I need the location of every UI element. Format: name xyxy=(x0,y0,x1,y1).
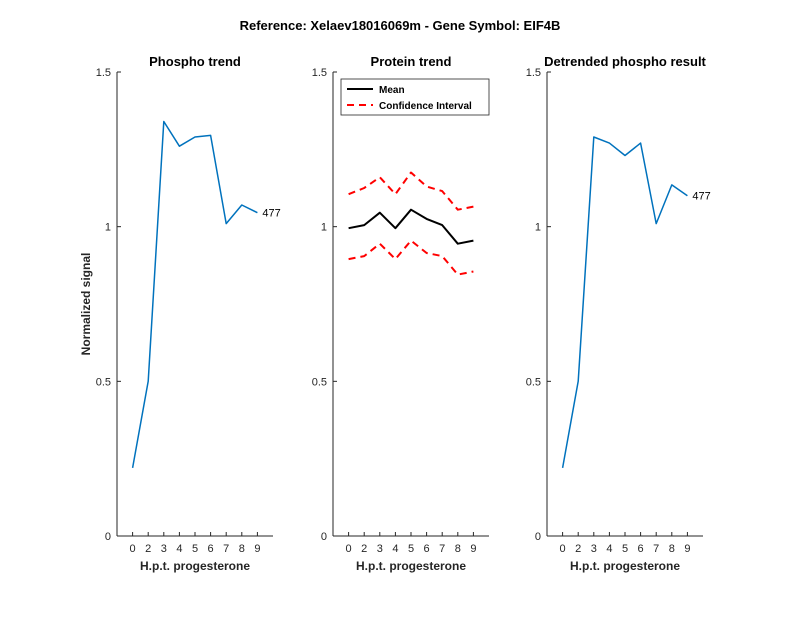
x-tick-label: 0 xyxy=(346,543,352,555)
x-tick-label: 6 xyxy=(208,543,214,555)
y-tick-label: 1 xyxy=(105,222,111,234)
y-axis-label: Normalized signal xyxy=(79,253,93,356)
series-end-label: 477 xyxy=(692,191,710,203)
x-tick-label: 6 xyxy=(638,543,644,555)
x-tick-label: 3 xyxy=(591,543,597,555)
legend-box xyxy=(340,78,490,116)
y-tick-label: 0 xyxy=(321,531,327,543)
x-tick-label: 5 xyxy=(192,543,198,555)
y-tick-label: 1 xyxy=(321,222,327,234)
y-tick-label: 1.5 xyxy=(96,67,111,79)
x-tick-label: 8 xyxy=(669,543,675,555)
figure-suptitle: Reference: Xelaev18016069m - Gene Symbol… xyxy=(240,18,561,33)
y-tick-label: 0 xyxy=(105,531,111,543)
series-end-label: 477 xyxy=(262,208,280,220)
y-tick-label: 1 xyxy=(535,222,541,234)
x-tick-label: 2 xyxy=(145,543,151,555)
x-tick-label: 9 xyxy=(684,543,690,555)
x-tick-label: 7 xyxy=(653,543,659,555)
x-tick-label: 4 xyxy=(176,543,182,555)
y-tick-label: 0.5 xyxy=(526,376,541,388)
ci-lower-line xyxy=(348,239,474,276)
x-tick-label: 8 xyxy=(239,543,245,555)
y-tick-label: 1.5 xyxy=(312,67,327,79)
ci-upper-line xyxy=(348,171,474,211)
x-tick-label: 3 xyxy=(377,543,383,555)
legend-ci-label: Confidence Interval xyxy=(379,101,472,112)
x-tick-label: 3 xyxy=(161,543,167,555)
x-tick-label: 2 xyxy=(361,543,367,555)
x-tick-label: 6 xyxy=(424,543,430,555)
panel-title: Detrended phospho result xyxy=(544,54,706,69)
x-tick-label: 9 xyxy=(470,543,476,555)
x-tick-label: 0 xyxy=(130,543,136,555)
x-tick-label: 9 xyxy=(254,543,260,555)
mean-series-line xyxy=(348,208,474,245)
x-axis-label: H.p.t. progesterone xyxy=(570,559,680,573)
panel-title: Phospho trend xyxy=(149,54,241,69)
x-axis-label: H.p.t. progesterone xyxy=(356,559,466,573)
x-tick-label: 5 xyxy=(622,543,628,555)
y-tick-label: 0.5 xyxy=(312,376,327,388)
y-tick-label: 0.5 xyxy=(96,376,111,388)
x-tick-label: 5 xyxy=(408,543,414,555)
y-tick-label: 1.5 xyxy=(526,67,541,79)
x-tick-label: 4 xyxy=(606,543,612,555)
phospho-series-line xyxy=(561,136,688,469)
x-axis-label: H.p.t. progesterone xyxy=(140,559,250,573)
x-tick-label: 0 xyxy=(560,543,566,555)
x-tick-label: 8 xyxy=(455,543,461,555)
x-tick-label: 2 xyxy=(575,543,581,555)
x-tick-label: 7 xyxy=(439,543,445,555)
phospho-series-line xyxy=(131,120,258,469)
x-tick-label: 4 xyxy=(392,543,398,555)
panel-title: Protein trend xyxy=(371,54,452,69)
x-tick-label: 7 xyxy=(223,543,229,555)
y-tick-label: 0 xyxy=(535,531,541,543)
legend-mean-label: Mean xyxy=(379,85,405,96)
